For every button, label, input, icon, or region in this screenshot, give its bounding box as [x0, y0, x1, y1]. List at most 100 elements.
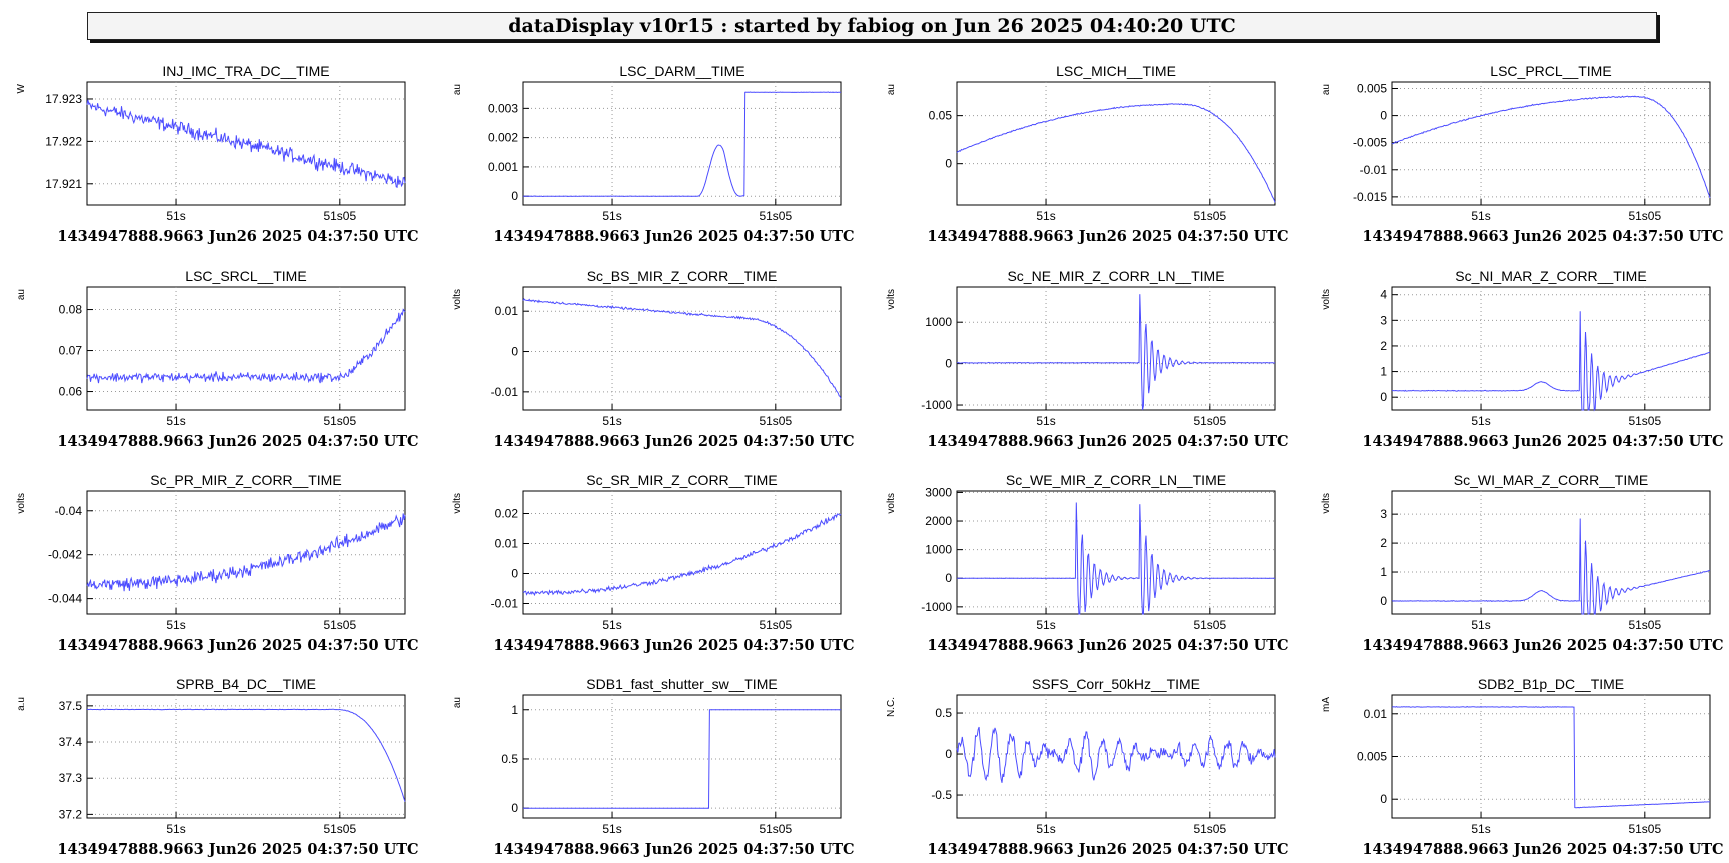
y-tick-label: 3	[1380, 313, 1387, 327]
y-tick-label: -1000	[921, 600, 952, 614]
x-axis-label: 1434947888.9663 Jun26 2025 04:37:50 UTC	[57, 841, 418, 858]
y-tick-label: 0.003	[488, 101, 518, 115]
x-tick-label: 51s	[602, 618, 621, 632]
y-tick-label: -0.015	[1353, 190, 1387, 204]
data-trace	[522, 513, 842, 597]
y-unit-label: volts	[1321, 289, 1332, 310]
y-unit-label: au	[16, 289, 27, 300]
y-tick-label: 0	[511, 567, 518, 581]
x-axis-label: 1434947888.9663 Jun26 2025 04:37:50 UTC	[1362, 433, 1723, 450]
y-tick-label: 0	[945, 571, 952, 585]
y-tick-label: 17.922	[45, 134, 82, 148]
x-axis-label: 1434947888.9663 Jun26 2025 04:37:50 UTC	[1362, 841, 1723, 858]
y-unit-label: au	[1321, 84, 1332, 95]
y-unit-label: volts	[452, 493, 463, 514]
plot-title: Sc_BS_MIR_Z_CORR__TIME	[587, 268, 778, 284]
y-unit-label: mA	[1321, 697, 1332, 712]
plot-frame	[86, 490, 406, 615]
x-axis-label: 1434947888.9663 Jun26 2025 04:37:50 UTC	[927, 637, 1288, 654]
plot-frame	[522, 81, 842, 206]
x-tick-label: 51s	[1036, 618, 1055, 632]
y-unit-label: volts	[1321, 493, 1332, 514]
data-trace	[1391, 518, 1711, 615]
y-tick-label: 0.005	[1357, 82, 1387, 96]
plot-title: Sc_WI_MAR_Z_CORR__TIME	[1454, 472, 1648, 488]
x-axis-label: 1434947888.9663 Jun26 2025 04:37:50 UTC	[57, 637, 418, 654]
x-tick-label: 51s05	[1193, 209, 1226, 223]
y-tick-label: 3	[1380, 507, 1387, 521]
plot-title: Sc_PR_MIR_Z_CORR__TIME	[150, 472, 341, 488]
x-axis-label: 1434947888.9663 Jun26 2025 04:37:50 UTC	[1362, 228, 1723, 245]
y-unit-label: volts	[16, 493, 27, 514]
plot-title: SPRB_B4_DC__TIME	[176, 676, 316, 692]
y-tick-label: 0.06	[59, 385, 83, 399]
plot-frame	[956, 286, 1276, 411]
x-tick-label: 51s05	[1628, 618, 1661, 632]
plot-frame	[522, 490, 842, 615]
plot-title: Sc_WE_MIR_Z_CORR_LN__TIME	[1006, 472, 1226, 488]
y-tick-label: 0	[1380, 594, 1387, 608]
plot-title: Sc_SR_MIR_Z_CORR__TIME	[586, 472, 777, 488]
x-tick-label: 51s	[1036, 414, 1055, 428]
y-tick-label: 0.02	[495, 507, 519, 521]
plot-title: SDB2_B1p_DC__TIME	[1478, 676, 1624, 692]
y-tick-label: 1	[511, 703, 518, 717]
y-tick-label: 1	[1380, 565, 1387, 579]
y-tick-label: 37.2	[59, 807, 83, 821]
y-tick-label: 2	[1380, 536, 1387, 550]
y-unit-label: au	[886, 84, 897, 95]
y-tick-label: 4	[1380, 288, 1387, 302]
x-tick-label: 51s	[1471, 822, 1490, 836]
x-tick-label: 51s05	[1628, 822, 1661, 836]
x-tick-label: 51s	[166, 822, 185, 836]
plot-frame	[956, 81, 1276, 206]
page-title: dataDisplay v10r15 : started by fabiog o…	[87, 12, 1657, 40]
y-unit-label: a.u	[16, 697, 27, 711]
x-axis-label: 1434947888.9663 Jun26 2025 04:37:50 UTC	[1362, 637, 1723, 654]
y-tick-label: 0.07	[59, 344, 83, 358]
x-tick-label: 51s05	[323, 822, 356, 836]
data-trace	[522, 91, 842, 198]
x-axis-label: 1434947888.9663 Jun26 2025 04:37:50 UTC	[493, 841, 854, 858]
y-tick-label: 0	[945, 157, 952, 171]
y-unit-label: N.C.	[886, 697, 897, 717]
data-trace	[86, 708, 406, 802]
data-trace	[957, 294, 1276, 411]
y-tick-label: -0.01	[491, 597, 519, 611]
y-tick-label: 0.08	[59, 303, 83, 317]
y-tick-label: 0	[945, 747, 952, 761]
x-tick-label: 51s05	[1193, 618, 1226, 632]
data-trace	[523, 709, 841, 809]
data-trace	[1391, 95, 1711, 199]
x-tick-label: 51s05	[1628, 414, 1661, 428]
data-trace	[86, 99, 406, 188]
x-axis-label: 1434947888.9663 Jun26 2025 04:37:50 UTC	[493, 637, 854, 654]
y-tick-label: 0	[1380, 792, 1387, 806]
y-unit-label: volts	[886, 289, 897, 310]
data-trace	[86, 513, 406, 592]
plot-title: SSFS_Corr_50kHz__TIME	[1032, 676, 1200, 692]
y-tick-label: 0.5	[501, 752, 518, 766]
plot-title: INJ_IMC_TRA_DC__TIME	[162, 63, 329, 79]
data-trace	[957, 502, 1276, 615]
y-tick-label: -0.01	[1360, 163, 1388, 177]
y-tick-label: 37.5	[59, 699, 83, 713]
plot-title: Sc_NI_MAR_Z_CORR__TIME	[1455, 268, 1646, 284]
x-tick-label: 51s	[602, 414, 621, 428]
x-tick-label: 51s05	[1628, 209, 1661, 223]
y-tick-label: 0	[1380, 109, 1387, 123]
plot-frame	[522, 286, 842, 411]
plot-frame	[1391, 694, 1711, 819]
y-tick-label: 1000	[925, 543, 952, 557]
x-tick-label: 51s	[602, 209, 621, 223]
y-tick-label: -0.01	[491, 385, 519, 399]
y-unit-label: volts	[886, 493, 897, 514]
x-tick-label: 51s05	[1193, 822, 1226, 836]
data-trace	[522, 298, 842, 399]
x-tick-label: 51s	[1471, 209, 1490, 223]
y-tick-label: 37.4	[59, 735, 83, 749]
plot-title: Sc_NE_MIR_Z_CORR_LN__TIME	[1007, 268, 1224, 284]
x-tick-label: 51s	[166, 618, 185, 632]
plot-title: LSC_MICH__TIME	[1056, 63, 1176, 79]
x-tick-label: 51s	[1471, 618, 1490, 632]
